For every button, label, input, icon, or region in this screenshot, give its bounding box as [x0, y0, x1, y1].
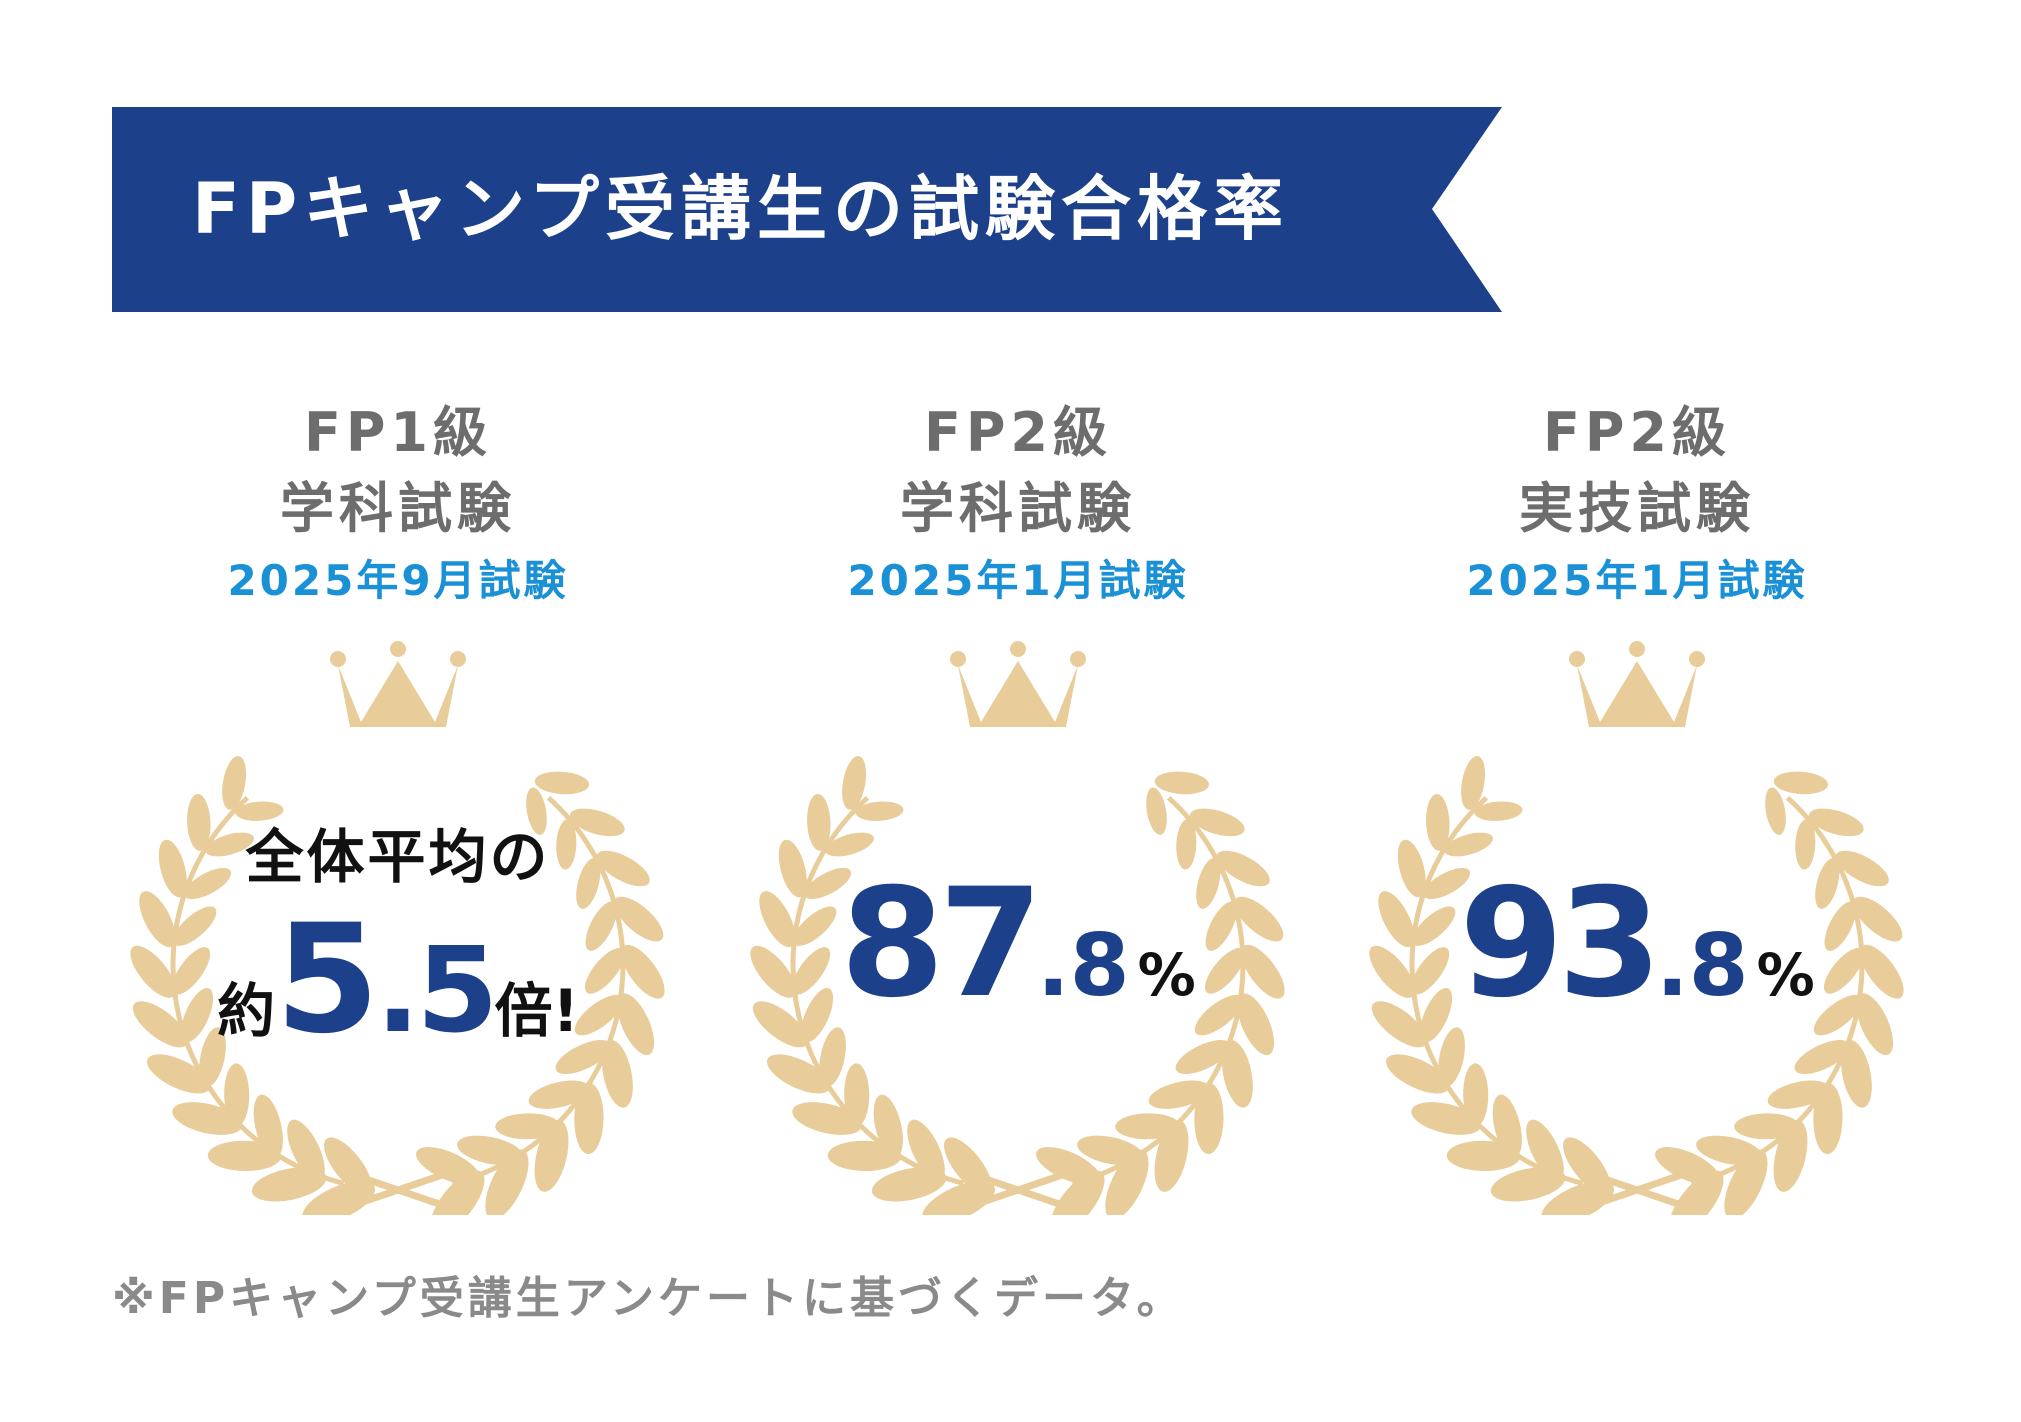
pass-rate-int: 87	[840, 857, 1043, 1031]
stat-suffix: 倍!	[494, 977, 579, 1045]
ribbon-shape	[112, 107, 1502, 312]
laurel-leaves	[1369, 756, 1904, 1215]
exam-label: 学科試験	[280, 477, 516, 540]
footnote: ※FPキャンプ受講生アンケートに基づくデータ。	[112, 1273, 1185, 1324]
grade-label: FP2級	[1542, 401, 1732, 464]
crown-icon	[1569, 641, 1705, 727]
stat-value: 約5.5倍!	[98, 893, 698, 1067]
page-title: FPキャンプ受講生の試験合格率	[192, 168, 1290, 250]
stat-value-dec: .5	[375, 921, 499, 1059]
exam-date: 2025年9月試験	[227, 556, 569, 605]
laurel-wreath-icon	[1369, 641, 1904, 1215]
percent-sign: %	[1137, 941, 1196, 1009]
stat-prefix: 約	[217, 977, 276, 1045]
title-banner: FPキャンプ受講生の試験合格率	[112, 107, 1502, 312]
grade-label: FP2級	[923, 401, 1113, 464]
laurel-leaves	[130, 756, 665, 1215]
pass-rate-int: 93	[1459, 857, 1662, 1031]
exam-date: 2025年1月試験	[1466, 556, 1808, 605]
pass-rate-dec: .8	[1037, 916, 1130, 1016]
award-badge: 93.8%	[1337, 625, 1937, 1215]
exam-label: 実技試験	[1519, 477, 1755, 540]
grade-label: FP1級	[303, 401, 493, 464]
exam-date: 2025年1月試験	[847, 556, 1189, 605]
pass-rate: 87.8%	[718, 857, 1318, 1031]
stat-label: 全体平均の	[245, 823, 551, 891]
crown-icon	[950, 641, 1086, 727]
crown-icon	[330, 641, 466, 727]
pass-rate-dec: .8	[1656, 916, 1749, 1016]
stat-column-fp1-gakka: FP1級 学科試験 2025年9月試験 全体平均の 約5.5倍!	[98, 395, 698, 1215]
exam-label: 学科試験	[900, 477, 1136, 540]
laurel-leaves	[750, 756, 1285, 1215]
laurel-wreath-icon	[750, 641, 1285, 1215]
laurel-wreath-icon	[130, 641, 665, 1215]
stat-column-fp2-gakka: FP2級 学科試験 2025年1月試験 87.8%	[718, 395, 1318, 1215]
award-badge: 87.8%	[718, 625, 1318, 1215]
award-badge: 全体平均の 約5.5倍!	[98, 625, 698, 1215]
stat-column-fp2-jitsugi: FP2級 実技試験 2025年1月試験 93.8%	[1337, 395, 1937, 1215]
pass-rate: 93.8%	[1337, 857, 1937, 1031]
percent-sign: %	[1756, 941, 1815, 1009]
stat-value-int: 5	[275, 893, 379, 1067]
